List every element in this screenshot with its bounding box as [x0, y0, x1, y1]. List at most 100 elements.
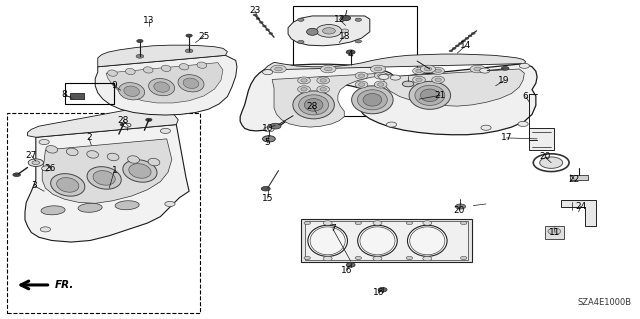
Circle shape: [261, 187, 270, 191]
Ellipse shape: [413, 67, 426, 74]
Text: 4: 4: [348, 49, 353, 59]
Text: 20: 20: [539, 152, 550, 161]
Circle shape: [479, 68, 490, 73]
Text: 1: 1: [111, 166, 117, 175]
Ellipse shape: [124, 86, 140, 96]
Circle shape: [346, 263, 355, 267]
Circle shape: [406, 221, 413, 225]
Circle shape: [42, 166, 52, 171]
Ellipse shape: [413, 76, 426, 83]
Circle shape: [40, 227, 51, 232]
Polygon shape: [42, 139, 172, 203]
Text: 26: 26: [45, 164, 56, 173]
Ellipse shape: [299, 95, 328, 115]
Circle shape: [406, 256, 413, 260]
Circle shape: [304, 256, 310, 260]
Circle shape: [266, 29, 269, 31]
Ellipse shape: [129, 164, 151, 178]
Circle shape: [316, 25, 342, 37]
Text: 3: 3: [31, 181, 36, 190]
Circle shape: [424, 67, 432, 71]
Text: 5: 5: [265, 138, 271, 147]
Ellipse shape: [154, 82, 170, 92]
Ellipse shape: [301, 87, 307, 91]
Circle shape: [136, 54, 144, 58]
Bar: [65, 83, 115, 104]
Circle shape: [186, 34, 192, 37]
Circle shape: [371, 65, 386, 73]
Polygon shape: [264, 54, 525, 70]
Circle shape: [120, 123, 127, 126]
Text: 16: 16: [341, 265, 353, 275]
Circle shape: [264, 127, 274, 132]
Circle shape: [461, 221, 467, 225]
Ellipse shape: [410, 227, 445, 255]
Circle shape: [161, 128, 171, 133]
Text: 10: 10: [262, 124, 273, 133]
Ellipse shape: [78, 203, 102, 212]
Circle shape: [452, 48, 456, 49]
Circle shape: [256, 18, 260, 20]
Ellipse shape: [46, 145, 58, 153]
Circle shape: [423, 221, 432, 225]
Text: 28: 28: [118, 116, 129, 125]
Circle shape: [269, 123, 281, 129]
Ellipse shape: [301, 79, 307, 82]
Ellipse shape: [435, 69, 442, 73]
Circle shape: [481, 125, 491, 130]
Circle shape: [355, 18, 362, 21]
Circle shape: [346, 50, 355, 54]
Circle shape: [373, 256, 382, 261]
Text: 27: 27: [26, 151, 37, 160]
Text: FR.: FR.: [54, 280, 74, 290]
Ellipse shape: [93, 171, 115, 185]
Text: 8: 8: [61, 90, 67, 99]
Polygon shape: [561, 200, 596, 226]
Text: 9: 9: [111, 81, 117, 90]
Bar: [293, 6, 417, 116]
Ellipse shape: [363, 93, 381, 106]
Polygon shape: [106, 63, 223, 103]
Ellipse shape: [320, 79, 326, 82]
Circle shape: [465, 37, 468, 39]
Ellipse shape: [148, 158, 160, 166]
Bar: [305, 221, 468, 260]
Ellipse shape: [108, 70, 117, 76]
Circle shape: [321, 65, 336, 73]
Ellipse shape: [304, 99, 323, 111]
Ellipse shape: [51, 174, 85, 196]
Ellipse shape: [310, 227, 345, 255]
Bar: [570, 175, 588, 180]
Bar: [301, 219, 472, 262]
Circle shape: [298, 18, 304, 21]
Ellipse shape: [115, 201, 139, 210]
Circle shape: [403, 81, 414, 87]
Ellipse shape: [408, 225, 447, 256]
Circle shape: [456, 204, 466, 209]
Bar: [7, 114, 200, 313]
Circle shape: [355, 221, 362, 225]
Ellipse shape: [118, 83, 145, 100]
Text: 19: 19: [498, 76, 509, 85]
Circle shape: [28, 159, 44, 167]
Circle shape: [325, 33, 333, 37]
Circle shape: [474, 67, 481, 71]
Ellipse shape: [358, 83, 365, 86]
Text: 17: 17: [500, 133, 512, 142]
Ellipse shape: [125, 68, 135, 75]
Text: 15: 15: [262, 194, 273, 203]
Circle shape: [355, 40, 362, 43]
Circle shape: [13, 173, 20, 177]
Circle shape: [459, 42, 463, 44]
Ellipse shape: [87, 151, 99, 158]
Polygon shape: [25, 124, 189, 242]
Ellipse shape: [355, 81, 368, 88]
Circle shape: [110, 89, 119, 93]
Text: 23: 23: [249, 6, 260, 15]
Circle shape: [262, 136, 275, 142]
Circle shape: [461, 256, 467, 260]
Ellipse shape: [148, 78, 175, 96]
Circle shape: [548, 228, 561, 234]
Circle shape: [271, 65, 286, 73]
Circle shape: [390, 75, 401, 80]
